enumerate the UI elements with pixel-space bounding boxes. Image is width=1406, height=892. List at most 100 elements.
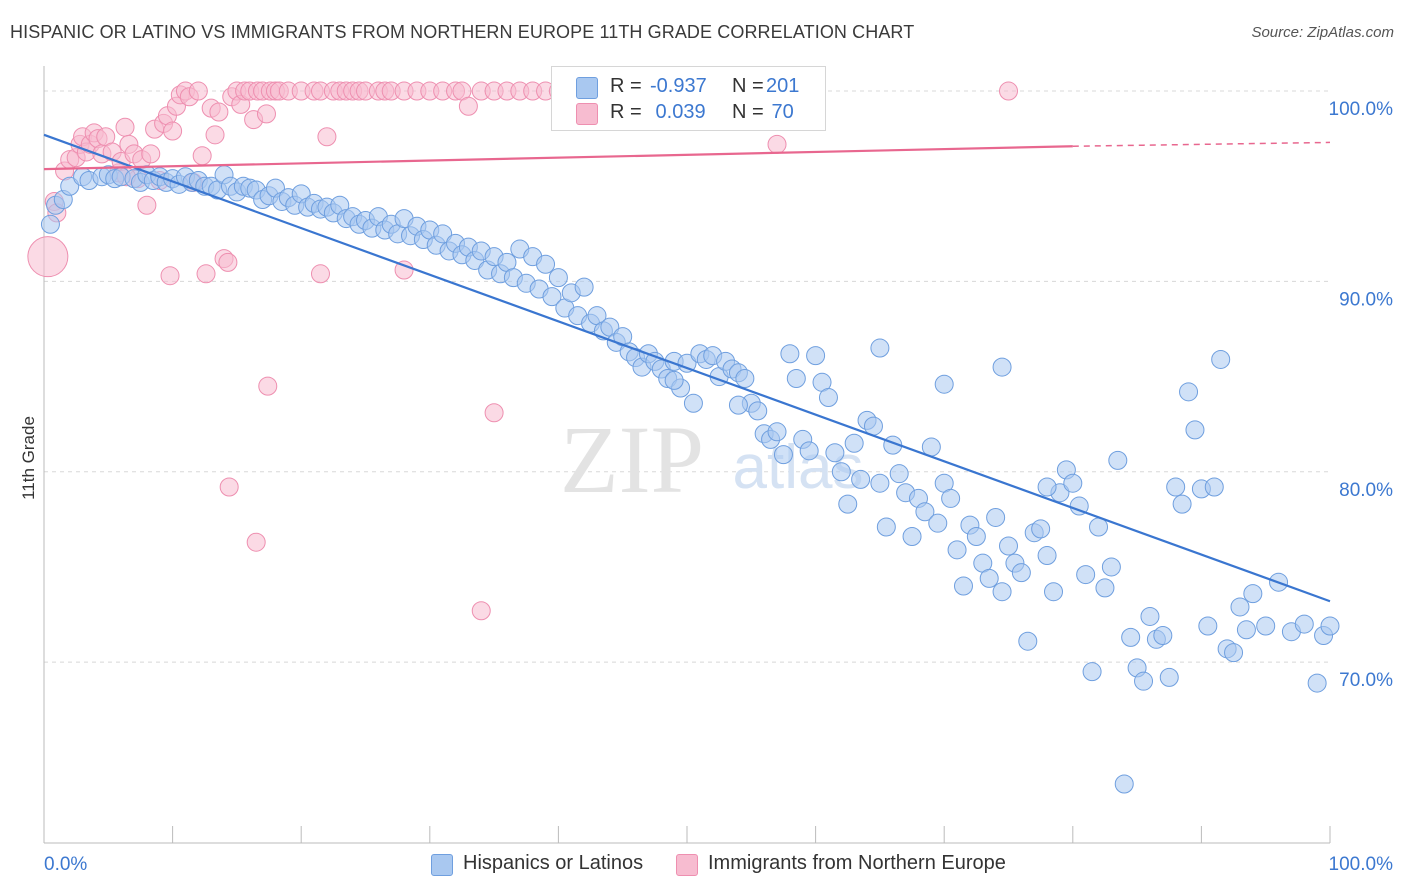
hispanic-point (851, 469, 871, 489)
y-axis-label: 11th Grade (19, 416, 38, 500)
northern-europe-trend-extension (1072, 141, 1331, 147)
n-label: N = (732, 101, 770, 123)
hispanic-point (992, 357, 1012, 377)
hispanic-point (902, 527, 922, 547)
northern-europe-point (219, 477, 239, 497)
chart-title: HISPANIC OR LATINO VS IMMIGRANTS FROM NO… (10, 22, 915, 42)
hispanic-point (1063, 473, 1083, 493)
northern-europe-legend-swatch (676, 854, 698, 876)
hispanic-point (1320, 616, 1340, 636)
hispanic-point (433, 224, 453, 244)
hispanic-legend-label: Hispanics or Latinos (463, 852, 644, 874)
hispanic-point (1179, 382, 1199, 402)
y-tick-label: 100.0% (1329, 99, 1394, 120)
series-hispanic-points (40, 165, 1340, 794)
hispanic-point (536, 254, 556, 274)
hispanic-point (664, 370, 684, 390)
hispanic-point (1185, 420, 1205, 440)
hispanic-point (825, 443, 845, 463)
hispanic-point (780, 344, 800, 364)
hispanic-point (1236, 620, 1256, 640)
northern-europe-trend-line (43, 145, 1073, 171)
hispanic-point (1243, 584, 1263, 604)
hispanic-point (979, 568, 999, 588)
x-tick-label: 100.0% (1329, 854, 1394, 875)
hispanic-point (728, 395, 748, 415)
hispanic-point (838, 494, 858, 514)
hispanic-point (1031, 519, 1051, 539)
hispanic-point (1044, 582, 1064, 602)
hispanic-point (1121, 627, 1141, 647)
stats-legend: R = -0.937 N = 201 R = 0.039 N = 70 (551, 66, 826, 131)
axes (43, 66, 1331, 844)
hispanic-point (1159, 667, 1179, 687)
n-value: 70 (766, 101, 794, 123)
hispanic-point (799, 441, 819, 461)
hispanic-point (1108, 450, 1128, 470)
hispanic-point (953, 576, 973, 596)
northern-europe-point (209, 102, 229, 122)
hispanic-point (574, 277, 594, 297)
northern-europe-point (160, 266, 180, 286)
hispanic-point (870, 338, 890, 358)
northern-europe-point (205, 125, 225, 145)
hispanic-point (786, 368, 806, 388)
hispanic-point (934, 374, 954, 394)
hispanic-point (542, 287, 562, 307)
hispanic-point (1204, 477, 1224, 497)
hispanic-trend-line (43, 133, 1331, 603)
northern-europe-legend-label: Immigrants from Northern Europe (708, 852, 1006, 874)
series-northern-europe-points (27, 81, 1018, 621)
northern-europe-point (458, 96, 478, 116)
hispanic-point (1140, 606, 1160, 626)
northern-europe-point (999, 81, 1018, 101)
hispanic-point (1256, 616, 1276, 636)
northern-europe-point (192, 146, 212, 166)
hispanic-point (876, 517, 896, 537)
hispanic-point (1076, 565, 1096, 585)
hispanic-point (947, 540, 967, 560)
hispanic-point (806, 346, 826, 366)
stats-row-hispanic: R = -0.937 N = 201 (576, 75, 799, 101)
hispanic-point (999, 536, 1018, 556)
hispanic-point (831, 462, 851, 482)
northern-europe-point (484, 403, 504, 423)
r-value: 0.039 (650, 101, 706, 123)
y-tick-label: 90.0% (1339, 289, 1393, 310)
stats-row-northern-europe: R = 0.039 N = 70 (576, 101, 794, 127)
hispanic-point (40, 214, 60, 234)
hispanic-point (1082, 662, 1102, 682)
y-tick-label: 70.0% (1339, 670, 1393, 691)
hispanic-point (992, 582, 1012, 602)
hispanic-point (60, 176, 80, 196)
hispanic-point (889, 464, 909, 484)
hispanic-point (1018, 631, 1038, 651)
hispanic-point (870, 473, 890, 493)
y-tick-label: 80.0% (1339, 480, 1393, 501)
hispanic-point (1224, 643, 1244, 663)
hispanic-point (735, 368, 755, 388)
hispanic-point (915, 502, 935, 522)
northern-europe-point (115, 117, 135, 137)
hispanic-point (1230, 597, 1250, 617)
hispanic-point (1172, 494, 1192, 514)
hispanic-point (966, 527, 986, 547)
northern-europe-point (246, 532, 266, 552)
hispanic-point (818, 388, 838, 408)
hispanic-point (1211, 349, 1231, 369)
hispanic-swatch (576, 77, 598, 99)
northern-europe-point (394, 260, 414, 280)
northern-europe-point (317, 127, 337, 147)
hispanic-point (748, 401, 768, 421)
hispanic-point (1095, 578, 1115, 598)
r-label: R = (610, 75, 648, 97)
northern-europe-point (310, 264, 330, 284)
source-label: Source: ZipAtlas.com (1251, 24, 1394, 41)
hispanic-point (1198, 616, 1218, 636)
zipatlas-watermark: ZIP atlas (560, 406, 863, 513)
x-tick-label: 0.0% (44, 854, 87, 875)
r-label: R = (610, 101, 648, 123)
hispanic-point (1037, 477, 1057, 497)
northern-europe-point (27, 236, 69, 278)
